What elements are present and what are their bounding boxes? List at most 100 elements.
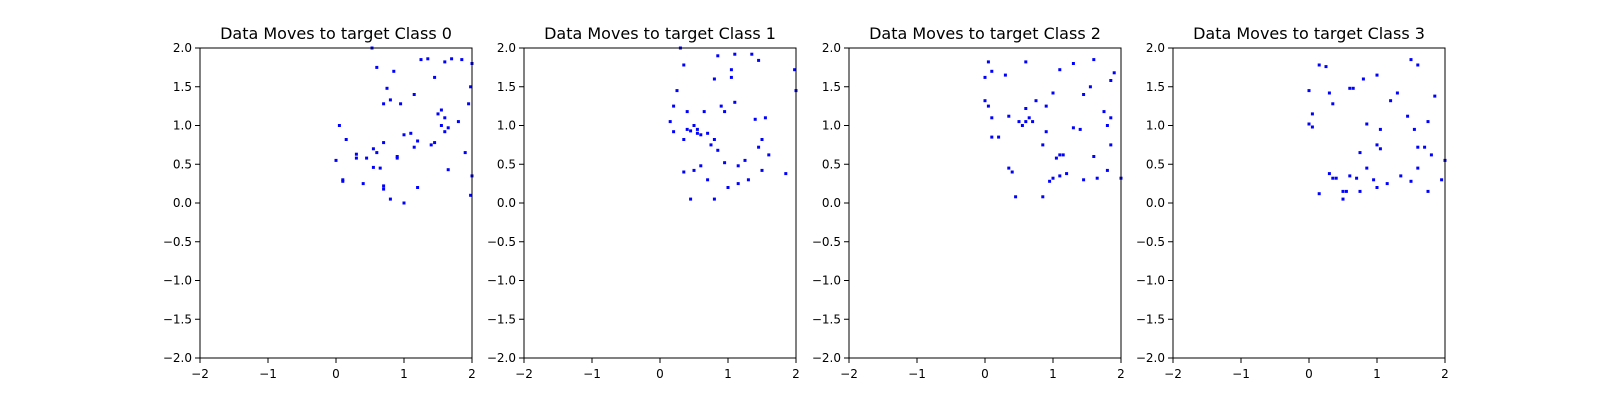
scatter-point	[699, 133, 703, 137]
points-group	[983, 58, 1123, 199]
x-tick-label: 0	[656, 367, 664, 381]
subplot-class-1: Data Moves to target Class 1 −2 −1 0 1 2 2.0 1…	[487, 24, 800, 381]
axes-group: −2 −1 0 1 2 2.0 1.5 1.0 0.5 0.0 −0.5 −1.0 −1.5 −2.0	[163, 41, 476, 381]
x-tick-label: −1	[908, 367, 926, 381]
scatter-point	[1409, 58, 1413, 62]
scatter-point	[1071, 62, 1075, 65]
scatter-point	[675, 89, 679, 93]
y-tick-label: 0.5	[497, 157, 516, 171]
x-tick-label: 2	[468, 367, 476, 381]
scatter-point	[395, 155, 399, 158]
y-tick-label: 0.5	[173, 157, 192, 171]
scatter-point	[1112, 71, 1116, 75]
y-tick-label: −0.5	[487, 235, 516, 249]
scatter-point	[1406, 114, 1410, 118]
scatter-point	[736, 164, 740, 168]
scatter-point	[439, 124, 443, 127]
scatter-point	[695, 127, 699, 131]
scatter-point	[1058, 68, 1062, 72]
scatter-point	[1061, 153, 1065, 157]
scatter-point	[1433, 94, 1437, 98]
scatter-point	[990, 69, 994, 73]
scatter-point	[1348, 86, 1352, 90]
scatter-point	[1310, 125, 1314, 129]
x-tick-label: 1	[1049, 367, 1057, 381]
scatter-point	[382, 102, 386, 106]
scatter-point	[412, 93, 416, 96]
scatter-point	[375, 65, 379, 69]
scatter-point	[412, 145, 416, 149]
y-tick-label: −1.0	[163, 274, 192, 288]
scatter-point	[354, 152, 358, 156]
points-group	[334, 46, 474, 205]
scatter-point	[767, 153, 771, 157]
scatter-point	[456, 120, 460, 124]
axes-frame	[523, 47, 797, 359]
scatter-point	[378, 166, 382, 170]
scatter-point	[729, 75, 733, 79]
scatter-point	[1375, 186, 1379, 189]
scatter-point	[1003, 73, 1007, 77]
scatter-point	[1399, 174, 1403, 178]
scatter-point	[1034, 99, 1038, 103]
scatter-point	[1385, 182, 1389, 186]
scatter-point	[1044, 130, 1048, 134]
y-tick-label: −2.0	[163, 351, 192, 365]
y-tick-label: 2.0	[497, 41, 516, 55]
scatter-point	[433, 75, 437, 79]
x-tick-label: 1	[724, 367, 732, 381]
y-tick-label: 1.5	[173, 80, 192, 94]
scatter-point	[1375, 143, 1379, 147]
y-tick-label: 1.5	[497, 80, 516, 94]
points-group	[1307, 58, 1447, 201]
scatter-point	[1095, 176, 1099, 180]
scatter-point	[682, 170, 686, 174]
scatter-point	[426, 57, 430, 61]
scatter-point	[1071, 126, 1075, 130]
axes-group: −2 −1 0 1 2 2.0 1.5 1.0 0.5 0.0 −0.5 −1.0 −1.5 −2.0	[812, 41, 1125, 381]
y-tick-label: 1.5	[822, 80, 841, 94]
scatter-point	[1378, 127, 1382, 131]
scatter-point	[382, 141, 386, 145]
scatter-point	[990, 116, 994, 120]
axes-group: −2 −1 0 1 2 2.0 1.5 1.0 0.5 0.0 −0.5 −1.0 −1.5 −2.0	[1136, 41, 1449, 381]
y-tick-label: 0.0	[1146, 196, 1165, 210]
scatter-point	[750, 52, 754, 56]
scatter-point	[1416, 145, 1420, 149]
scatter-point	[1317, 192, 1321, 196]
x-tick-label: 1	[400, 367, 408, 381]
scatter-point	[1024, 60, 1028, 64]
scatter-point	[753, 117, 757, 121]
scatter-point	[986, 104, 990, 108]
scatter-point	[1007, 114, 1011, 118]
scatter-point	[463, 151, 467, 155]
scatter-point	[1365, 166, 1369, 170]
scatter-point	[1051, 91, 1055, 95]
scatter-point	[371, 165, 375, 169]
scatter-point	[983, 75, 987, 79]
scatter-point	[736, 182, 740, 186]
y-tick-label: −2.0	[1136, 351, 1165, 365]
scatter-point	[395, 156, 399, 160]
scatter-point	[385, 86, 389, 90]
scatter-point	[443, 130, 447, 134]
y-tick-label: −2.0	[487, 351, 516, 365]
scatter-point	[429, 143, 433, 147]
scatter-point	[1334, 176, 1338, 180]
scatter-point	[1078, 127, 1082, 131]
scatter-point	[695, 131, 699, 135]
x-tick-label: −2	[840, 367, 858, 381]
scatter-point	[1365, 122, 1369, 126]
y-tick-label: −0.5	[812, 235, 841, 249]
scatter-point	[1389, 99, 1393, 103]
scatter-point	[1307, 89, 1311, 93]
axes-frame	[1172, 47, 1446, 359]
scatter-point	[1307, 122, 1311, 126]
scatter-point	[1327, 91, 1331, 95]
y-tick-label: 0.0	[497, 196, 516, 210]
scatter-point	[1058, 153, 1062, 157]
scatter-point	[1331, 102, 1335, 106]
scatter-point	[712, 77, 716, 81]
subplot-title: Data Moves to target Class 2	[869, 24, 1101, 43]
